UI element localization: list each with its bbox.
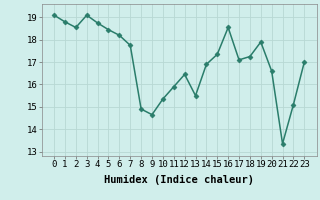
X-axis label: Humidex (Indice chaleur): Humidex (Indice chaleur) xyxy=(104,175,254,185)
